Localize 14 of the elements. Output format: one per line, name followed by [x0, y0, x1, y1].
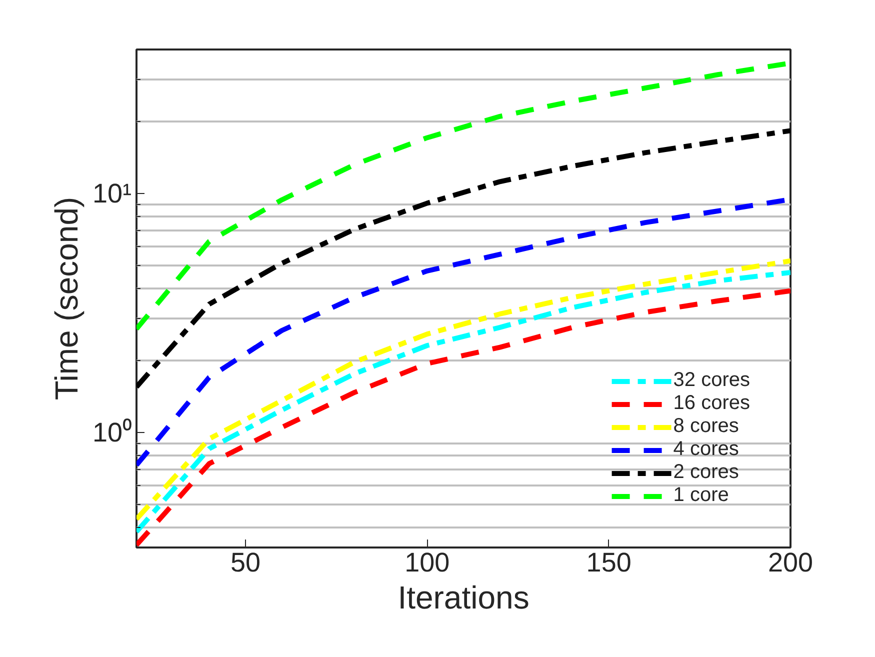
- legend-label: 1 core: [673, 484, 729, 507]
- y-tick-label: 10¹: [92, 178, 132, 208]
- legend-label: 2 cores: [673, 461, 739, 484]
- legend-label: 4 cores: [673, 438, 739, 461]
- legend-label: 8 cores: [673, 415, 739, 438]
- y-tick-label: 10⁰: [92, 417, 132, 448]
- legend-label: 32 cores: [673, 369, 750, 392]
- legend-label: 16 cores: [673, 392, 750, 415]
- x-tick-label: 100: [404, 548, 450, 578]
- x-axis-title: Iterations: [398, 580, 530, 616]
- x-tick-label: 150: [586, 548, 632, 578]
- x-tick-label: 50: [230, 548, 261, 578]
- x-tick-label: 200: [768, 548, 814, 578]
- y-axis-title: Time (second): [48, 196, 84, 400]
